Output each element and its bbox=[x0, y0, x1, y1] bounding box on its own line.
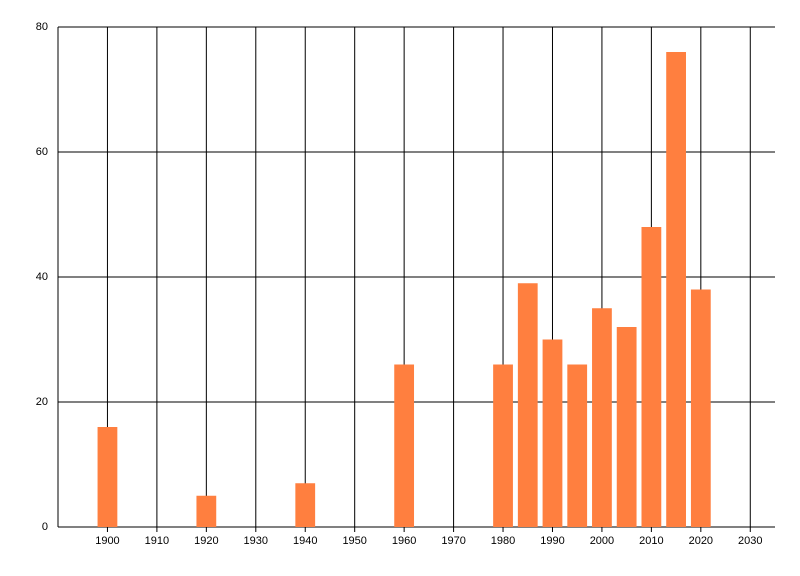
x-tick-label: 1910 bbox=[145, 535, 169, 547]
bar bbox=[542, 339, 563, 527]
x-tick-label: 1930 bbox=[244, 535, 268, 547]
bar bbox=[616, 327, 637, 527]
bar bbox=[641, 227, 662, 527]
y-tick-label: 80 bbox=[36, 21, 48, 33]
x-tick-label: 2020 bbox=[689, 535, 713, 547]
bar bbox=[567, 364, 588, 527]
bar bbox=[295, 483, 316, 527]
x-tick-label: 2010 bbox=[639, 535, 663, 547]
x-tick-label: 1950 bbox=[342, 535, 366, 547]
bar bbox=[666, 52, 686, 527]
x-tick-label: 1900 bbox=[95, 535, 119, 547]
bar bbox=[196, 495, 217, 527]
bar bbox=[592, 308, 612, 527]
x-tick-label: 1970 bbox=[441, 535, 465, 547]
x-tick-label: 2000 bbox=[590, 535, 614, 547]
y-tick-label: 40 bbox=[36, 271, 48, 283]
x-tick-label: 1960 bbox=[392, 535, 416, 547]
bar bbox=[517, 283, 538, 527]
x-tick-label: 1920 bbox=[194, 535, 218, 547]
x-tick-label: 1940 bbox=[293, 535, 317, 547]
y-tick-label: 60 bbox=[36, 146, 48, 158]
bar bbox=[690, 289, 711, 527]
bar bbox=[493, 364, 513, 527]
bar bbox=[97, 427, 118, 527]
y-tick-label: 0 bbox=[42, 521, 48, 533]
y-tick-label: 20 bbox=[36, 396, 48, 408]
x-tick-label: 1980 bbox=[491, 535, 515, 547]
x-tick-label: 1990 bbox=[540, 535, 564, 547]
bar bbox=[394, 364, 415, 527]
x-tick-label: 2030 bbox=[738, 535, 762, 547]
